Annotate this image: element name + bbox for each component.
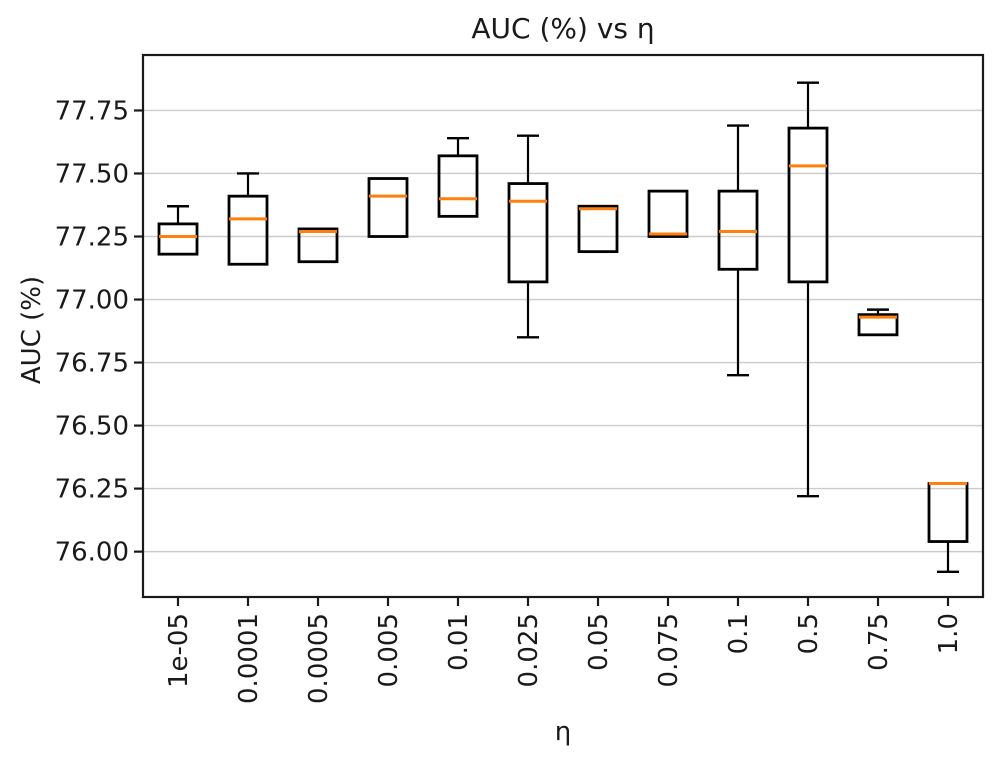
y-tick-label: 77.50 [55,159,129,189]
iqr-box [437,154,479,218]
x-tick-label: 0.01 [444,613,474,671]
y-axis-label: AUC (%) [17,276,47,384]
x-tick-label: 0.0001 [234,613,264,704]
x-tick-label: 1e-05 [164,613,194,688]
x-tick-label: 0.005 [374,613,404,687]
y-tick-label: 76.50 [55,412,129,442]
iqr-box [227,194,269,266]
x-tick-label: 0.025 [514,613,544,687]
plot-frame [141,53,985,599]
y-tick-label: 77.25 [55,223,129,253]
y-tick-label: 77.00 [55,286,129,316]
iqr-box [367,177,409,238]
axis-tick-layer: 76.00 76.25 76.50 76.75 77.00 77.25 77.50 77.75… [55,96,964,704]
iqr-box [927,482,969,543]
x-tick-label: 0.0005 [304,613,334,704]
y-tick-label: 76.25 [55,475,129,505]
x-tick-label: 0.075 [654,613,684,687]
chart-title: AUC (%) vs η [471,12,654,45]
x-tick-label: 0.75 [864,613,894,671]
iqr-box [507,182,549,284]
y-tick-label: 77.75 [55,96,129,126]
iqr-box [857,313,899,337]
x-tick-label: 0.5 [794,613,824,654]
boxplot-layer [157,81,969,573]
x-tick-label: 0.1 [724,613,754,654]
iqr-box [577,204,619,254]
gridline-layer [143,109,983,553]
y-tick-label: 76.00 [55,538,129,568]
iqr-box [647,189,689,238]
x-tick-label: 0.05 [584,613,614,671]
iqr-box [787,126,829,284]
x-tick-label: 1.0 [934,613,964,654]
iqr-box [297,227,339,264]
x-axis-label: η [555,717,571,747]
y-tick-label: 76.75 [55,349,129,379]
iqr-box [157,222,199,256]
